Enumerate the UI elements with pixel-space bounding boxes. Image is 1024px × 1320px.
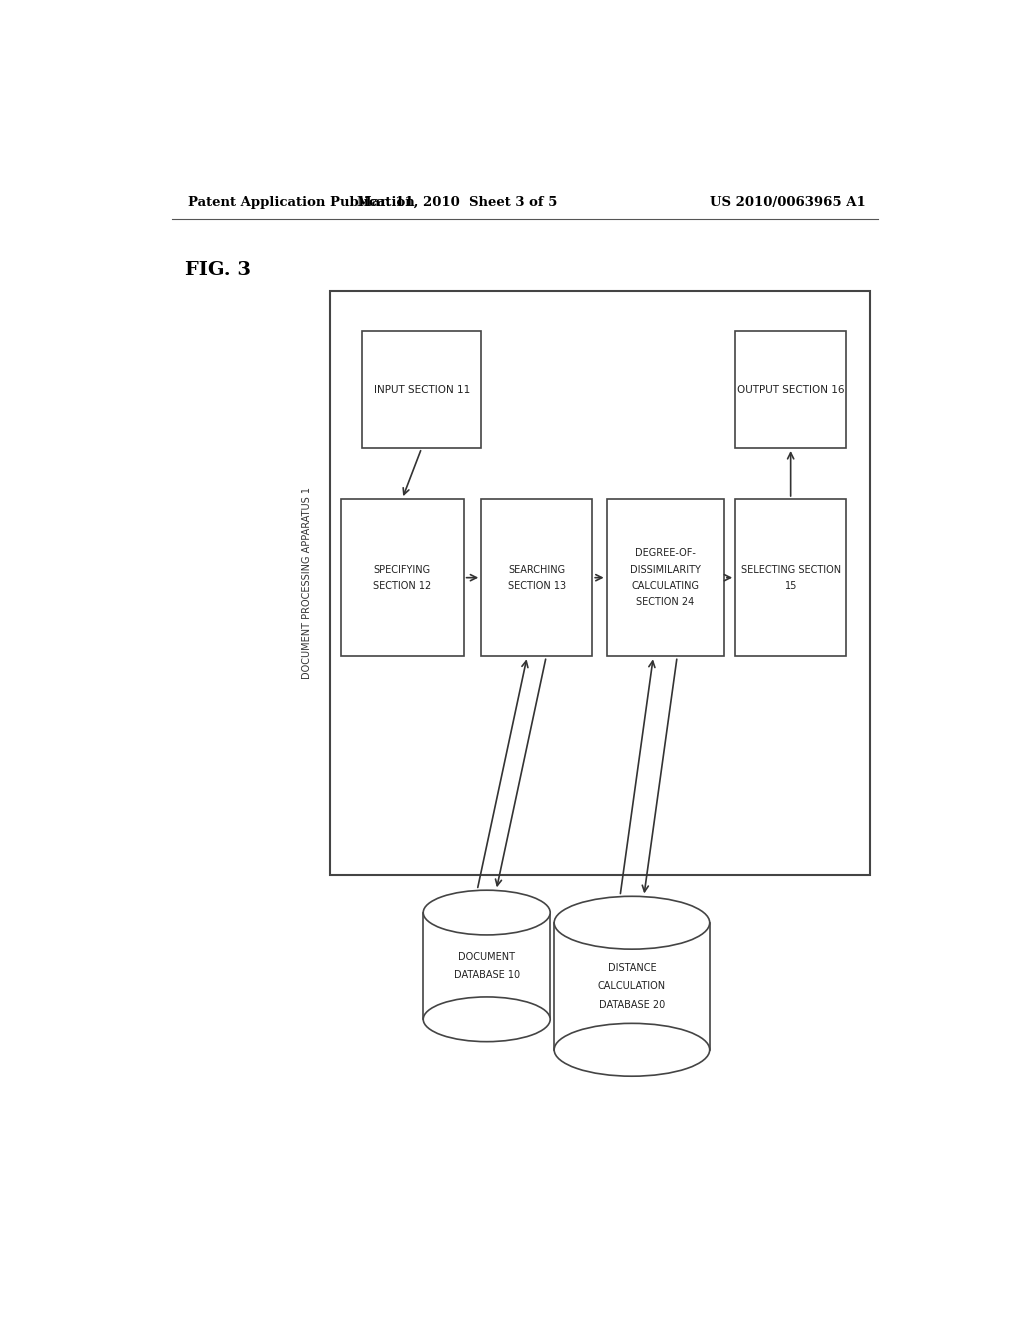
Text: SELECTING SECTION: SELECTING SECTION	[740, 565, 841, 574]
Text: DATABASE 10: DATABASE 10	[454, 970, 520, 979]
Bar	[423, 912, 550, 1019]
Text: DISSIMILARITY: DISSIMILARITY	[630, 565, 700, 574]
Text: Mar. 11, 2010  Sheet 3 of 5: Mar. 11, 2010 Sheet 3 of 5	[357, 195, 557, 209]
Bar	[735, 499, 846, 656]
Ellipse shape	[554, 896, 710, 949]
Bar	[735, 331, 846, 447]
Ellipse shape	[554, 1023, 710, 1076]
Text: SPECIFYING: SPECIFYING	[374, 565, 431, 574]
Bar	[362, 331, 481, 447]
Text: DISTANCE: DISTANCE	[607, 964, 656, 973]
Text: DEGREE-OF-: DEGREE-OF-	[635, 548, 695, 558]
Text: SECTION 12: SECTION 12	[373, 581, 431, 591]
Text: SECTION 24: SECTION 24	[636, 597, 694, 607]
Ellipse shape	[423, 997, 550, 1041]
Ellipse shape	[423, 890, 550, 935]
Text: Patent Application Publication: Patent Application Publication	[187, 195, 415, 209]
Bar	[554, 923, 710, 1049]
Bar	[341, 499, 464, 656]
Text: FIG. 3: FIG. 3	[185, 261, 251, 280]
Text: INPUT SECTION 11: INPUT SECTION 11	[374, 384, 470, 395]
Text: DOCUMENT PROCESSING APPARATUS 1: DOCUMENT PROCESSING APPARATUS 1	[301, 487, 311, 678]
Text: DOCUMENT: DOCUMENT	[458, 952, 515, 962]
Text: OUTPUT SECTION 16: OUTPUT SECTION 16	[737, 384, 845, 395]
Text: CALCULATION: CALCULATION	[598, 981, 666, 991]
Bar	[331, 290, 870, 875]
Text: 15: 15	[784, 581, 797, 591]
Bar	[481, 499, 592, 656]
Text: US 2010/0063965 A1: US 2010/0063965 A1	[711, 195, 866, 209]
Text: SECTION 13: SECTION 13	[508, 581, 566, 591]
Text: DATABASE 20: DATABASE 20	[599, 999, 665, 1010]
Bar	[606, 499, 724, 656]
Text: SEARCHING: SEARCHING	[508, 565, 565, 574]
Text: CALCULATING: CALCULATING	[631, 581, 699, 591]
